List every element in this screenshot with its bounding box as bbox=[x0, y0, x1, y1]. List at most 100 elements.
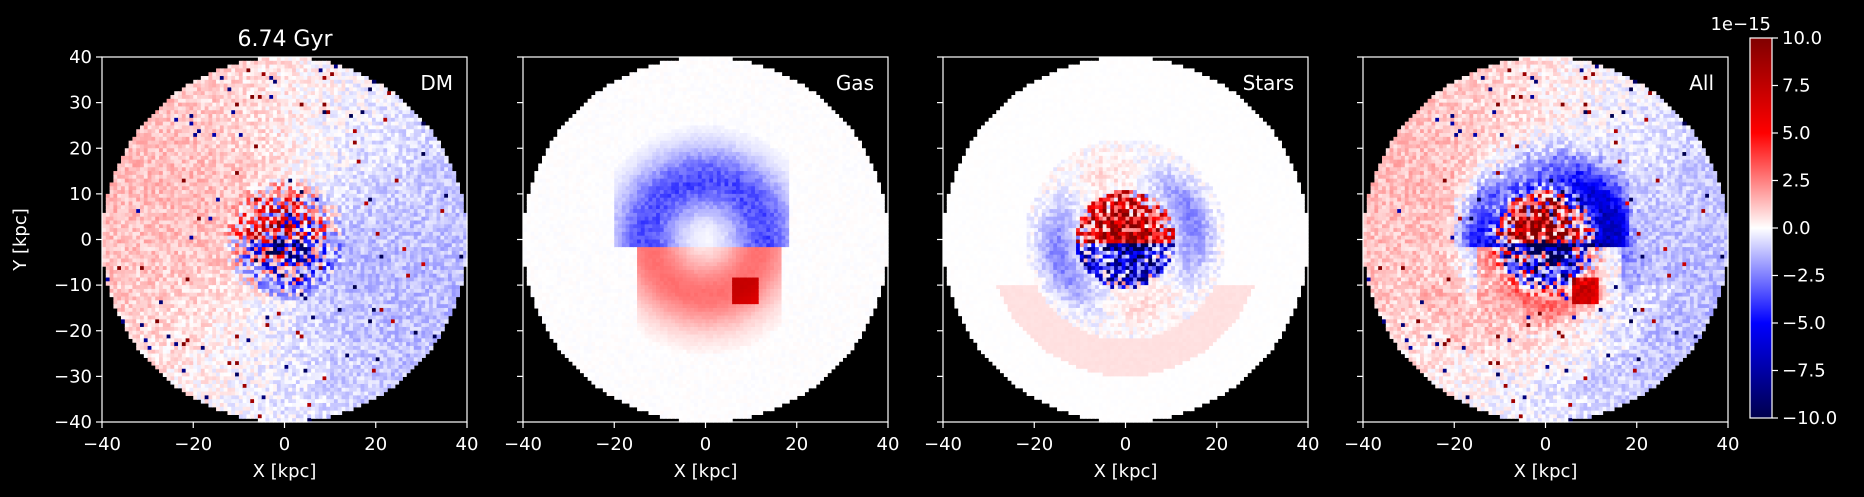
heatmap-cell bbox=[136, 346, 140, 350]
heatmap-cell bbox=[189, 160, 193, 164]
heatmap-cell bbox=[231, 186, 235, 190]
heatmap-cell bbox=[193, 308, 197, 312]
heatmap-cell bbox=[288, 114, 292, 118]
heatmap-cell bbox=[281, 247, 285, 251]
heatmap-cell bbox=[197, 87, 201, 91]
heatmap-cell bbox=[189, 163, 193, 167]
heatmap-cell bbox=[273, 190, 277, 194]
heatmap-cell bbox=[136, 342, 140, 346]
heatmap-cell bbox=[273, 240, 277, 244]
heatmap-cell bbox=[265, 354, 269, 358]
heatmap-cell bbox=[262, 80, 266, 84]
heatmap-cell bbox=[265, 357, 269, 361]
heatmap-cell bbox=[216, 198, 220, 202]
heatmap-cell bbox=[246, 289, 250, 293]
heatmap-cell bbox=[212, 308, 216, 312]
heatmap-cell bbox=[201, 255, 205, 259]
heatmap-cell bbox=[182, 220, 186, 224]
heatmap-cell bbox=[243, 285, 247, 289]
heatmap-cell bbox=[186, 304, 190, 308]
heatmap-cell bbox=[227, 76, 231, 80]
heatmap-cell bbox=[235, 342, 239, 346]
heatmap-cell bbox=[136, 137, 140, 141]
heatmap-cell bbox=[197, 194, 201, 198]
heatmap-cell bbox=[163, 182, 167, 186]
heatmap-cell bbox=[292, 91, 296, 95]
heatmap-cell bbox=[208, 331, 212, 335]
heatmap-cell bbox=[296, 380, 300, 384]
heatmap-cell bbox=[269, 236, 273, 240]
heatmap-cell bbox=[224, 133, 228, 137]
heatmap-cell bbox=[292, 213, 296, 217]
heatmap-cell bbox=[178, 236, 182, 240]
heatmap-cell bbox=[231, 156, 235, 160]
heatmap-cell bbox=[125, 316, 129, 320]
heatmap-cell bbox=[239, 103, 243, 107]
heatmap-cell bbox=[277, 122, 281, 126]
heatmap-cell bbox=[224, 335, 228, 339]
heatmap-cell bbox=[288, 217, 292, 221]
heatmap-cell bbox=[239, 316, 243, 320]
heatmap-cell bbox=[246, 186, 250, 190]
heatmap-cell bbox=[144, 171, 148, 175]
heatmap-cell bbox=[136, 220, 140, 224]
heatmap-cell bbox=[197, 308, 201, 312]
heatmap-cell bbox=[182, 152, 186, 156]
heatmap-cell bbox=[243, 300, 247, 304]
heatmap-cell bbox=[269, 323, 273, 327]
heatmap-cell bbox=[129, 163, 133, 167]
heatmap-cell bbox=[273, 167, 277, 171]
heatmap-cell bbox=[273, 293, 277, 297]
heatmap-cell bbox=[277, 224, 281, 228]
heatmap-cell bbox=[186, 293, 190, 297]
heatmap-cell bbox=[197, 91, 201, 95]
heatmap-cell bbox=[265, 369, 269, 373]
heatmap-cell bbox=[262, 278, 266, 282]
heatmap-cell bbox=[178, 350, 182, 354]
heatmap-cell bbox=[262, 144, 266, 148]
heatmap-cell bbox=[216, 209, 220, 213]
heatmap-cell bbox=[288, 148, 292, 152]
heatmap-cell bbox=[243, 297, 247, 301]
heatmap-cell bbox=[216, 133, 220, 137]
heatmap-cell bbox=[208, 171, 212, 175]
heatmap-cell bbox=[296, 141, 300, 145]
heatmap-cell bbox=[117, 266, 121, 270]
heatmap-cell bbox=[258, 350, 262, 354]
heatmap-cell bbox=[231, 281, 235, 285]
heatmap-cell bbox=[243, 148, 247, 152]
heatmap-cell bbox=[163, 270, 167, 274]
heatmap-cell bbox=[193, 240, 197, 244]
heatmap-cell bbox=[292, 304, 296, 308]
heatmap-cell bbox=[106, 251, 110, 255]
heatmap-cell bbox=[136, 209, 140, 213]
heatmap-cell bbox=[273, 403, 277, 407]
heatmap-cell bbox=[258, 274, 262, 278]
heatmap-cell bbox=[277, 103, 281, 107]
heatmap-cell bbox=[262, 194, 266, 198]
heatmap-cell bbox=[231, 171, 235, 175]
heatmap-cell bbox=[106, 194, 110, 198]
heatmap-cell bbox=[296, 312, 300, 316]
heatmap-cell bbox=[129, 335, 133, 339]
heatmap-cell bbox=[258, 217, 262, 221]
heatmap-cell bbox=[132, 259, 136, 263]
heatmap-cell bbox=[220, 190, 224, 194]
heatmap-cell bbox=[167, 373, 171, 377]
heatmap-cell bbox=[208, 247, 212, 251]
heatmap-cell bbox=[250, 365, 254, 369]
heatmap-cell bbox=[205, 342, 209, 346]
heatmap-cell bbox=[258, 376, 262, 380]
heatmap-cell bbox=[224, 72, 228, 76]
heatmap-cell bbox=[205, 186, 209, 190]
heatmap-cell bbox=[129, 312, 133, 316]
heatmap-cell bbox=[155, 293, 159, 297]
heatmap-cell bbox=[148, 182, 152, 186]
heatmap-cell bbox=[189, 205, 193, 209]
heatmap-cell bbox=[285, 365, 289, 369]
heatmap-cell bbox=[262, 300, 266, 304]
heatmap-cell bbox=[144, 308, 148, 312]
heatmap-cell bbox=[285, 209, 289, 213]
heatmap-cell bbox=[117, 304, 121, 308]
heatmap-cell bbox=[186, 392, 190, 396]
